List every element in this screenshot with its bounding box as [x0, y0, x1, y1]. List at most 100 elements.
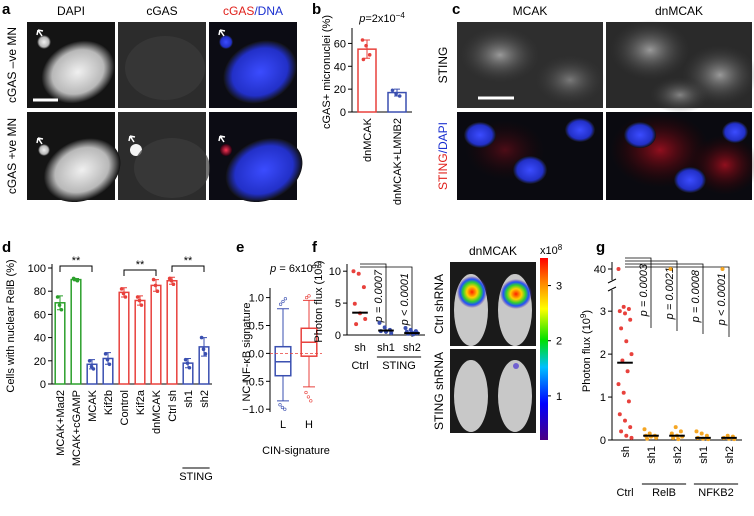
x-tick-label: Kif2b: [103, 390, 115, 415]
group-label: Ctrl: [616, 487, 633, 499]
micrographs-c: [457, 20, 754, 200]
p-value: p < 0.0001: [716, 273, 728, 326]
bar: [166, 280, 178, 385]
data-point: [363, 317, 368, 322]
data-point: [169, 278, 174, 283]
y-tick-label: 0.5: [249, 320, 264, 332]
significance: **: [136, 259, 145, 271]
panel-label: a: [2, 1, 11, 18]
data-point: [153, 283, 158, 288]
data-point: [352, 301, 357, 306]
outlier: [304, 390, 308, 395]
y-tick-label: 0: [340, 107, 346, 119]
data-point: [676, 437, 681, 442]
row-label: Ctrl shRNA: [432, 274, 446, 334]
data-point: [390, 88, 395, 93]
p-value-part: p: [358, 13, 365, 25]
p-value-part: −8: [313, 261, 323, 270]
data-point: [624, 433, 629, 438]
significance-bracket: [123, 269, 157, 276]
whisker: [277, 308, 289, 347]
whisker: [303, 299, 315, 329]
colorbar-unit-part: x10: [540, 245, 558, 257]
y-tick-label: 20: [34, 356, 46, 368]
group-label: Ctrl: [351, 360, 368, 372]
comparison-line: [625, 257, 652, 328]
data-point: [619, 326, 624, 331]
x-tick-label: dnMCAK: [362, 117, 374, 162]
y-tick-label: 40: [594, 264, 606, 276]
y-tick-label: 0.0: [249, 348, 264, 360]
y-axis-label: Photon flux (109): [579, 310, 594, 392]
x-axis-label: CIN-signature: [262, 445, 330, 457]
y-axis: [607, 262, 617, 440]
bar: [134, 299, 146, 385]
data-point: [694, 429, 699, 434]
y-axis-label-part: 9: [311, 264, 320, 269]
y-axis-label-part: 9: [579, 313, 588, 318]
outlier: [283, 407, 287, 411]
comparison-line: [625, 263, 704, 334]
y-tick-label: 100: [28, 263, 46, 275]
data-point: [668, 267, 673, 271]
significance-bracket: [59, 265, 93, 272]
data-point: [626, 307, 631, 312]
merge-red: STING: [436, 153, 450, 190]
data-point: [187, 365, 192, 370]
x-tick-label: dnMCAK+LMNB2: [392, 118, 404, 205]
data-point: [397, 94, 402, 98]
y-axis-label-part: Photon flux (10: [313, 269, 325, 343]
comparison-line: [625, 260, 678, 331]
data-point: [389, 331, 394, 336]
x-tick-label: MCAK+cGAMP: [71, 390, 83, 466]
colorbar: [540, 258, 548, 440]
data-point: [185, 361, 190, 365]
row-label: STING shRNA: [432, 352, 446, 430]
row-label: STING/DAPI: [436, 122, 450, 190]
data-point: [171, 282, 176, 287]
x-tick-label: H: [305, 419, 313, 431]
data-point: [623, 418, 627, 423]
x-tick-label: sh2: [403, 342, 421, 354]
row-label: cGAS –ve MN: [5, 27, 19, 103]
data-point: [360, 38, 365, 42]
y-axis-label-part: ): [313, 260, 325, 264]
y-tick-label: 60: [334, 38, 346, 50]
panel-label: g: [596, 239, 605, 256]
y-tick-label: 80: [34, 286, 46, 298]
data-point: [654, 435, 659, 440]
data-point: [623, 311, 627, 316]
data-point: [616, 267, 621, 271]
data-point: [621, 304, 626, 309]
y-tick-label: 0: [40, 379, 46, 391]
colorbar-tick-label: 1: [556, 391, 562, 403]
x-tick-label: sh2: [672, 446, 684, 464]
y-axis-label: NC-NF-κB signature: [241, 302, 253, 401]
p-value: p = 0.0003: [638, 263, 650, 317]
column-header: MCAK: [513, 4, 548, 18]
x-tick-label: sh1: [646, 446, 658, 464]
data-point: [87, 359, 92, 363]
data-point: [669, 431, 674, 436]
data-point: [59, 307, 64, 312]
data-point: [203, 352, 208, 356]
data-point: [617, 412, 622, 417]
panel-label: d: [2, 239, 11, 256]
panel-label: c: [452, 1, 460, 18]
outlier: [309, 399, 313, 403]
bar: [118, 291, 130, 385]
x-tick-label: sh1: [183, 390, 195, 408]
column-header: DAPI: [57, 4, 85, 18]
p-value-part: =2x10: [365, 13, 395, 25]
data-point: [183, 357, 188, 362]
data-point: [356, 271, 361, 276]
data-point: [201, 347, 206, 352]
data-point: [642, 427, 647, 432]
data-point: [720, 267, 725, 271]
outlier: [281, 299, 285, 304]
x-tick-label: sh2: [724, 446, 736, 464]
x-tick-label: L: [280, 419, 286, 431]
data-point: [361, 57, 366, 62]
p-value-part: p: [269, 263, 276, 275]
